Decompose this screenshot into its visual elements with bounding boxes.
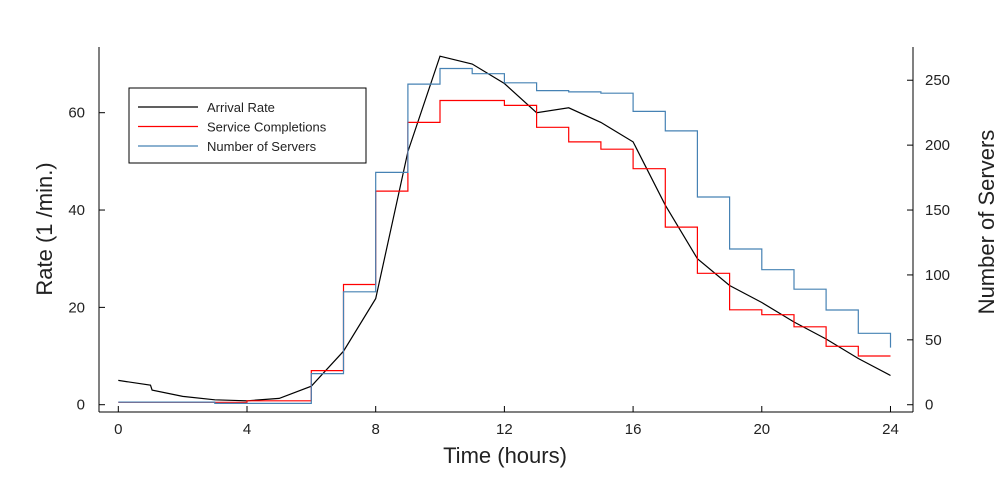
x-axis-title: Time (hours): [443, 443, 567, 468]
series-layer: [118, 55, 892, 404]
series-line-number-of-servers: [118, 67, 892, 404]
y-tick-label: 0: [77, 397, 85, 414]
x-axis: 0 4 8 12 16 20 24: [114, 406, 899, 438]
plot-frame: [98, 47, 914, 413]
y-axis-right: 0 50 100 150 200 250: [907, 72, 950, 414]
y-tick-label: 40: [68, 202, 85, 219]
x-tick-label: 0: [114, 421, 122, 438]
y-tick-label: 20: [68, 299, 85, 316]
legend-label-arrival-rate: Arrival Rate: [207, 100, 275, 115]
legend-label-service-completions: Service Completions: [207, 120, 327, 135]
y2-tick-label: 200: [925, 137, 950, 154]
y2-tick-label: 150: [925, 202, 950, 219]
x-tick-label: 20: [753, 421, 770, 438]
y-tick-label: 60: [68, 105, 85, 122]
legend: Arrival Rate Service Completions Number of…: [128, 87, 367, 164]
x-tick-label: 4: [243, 421, 251, 438]
y2-tick-label: 50: [925, 332, 942, 349]
y-axis-left: 0 20 40 60: [68, 105, 105, 414]
x-tick-label: 16: [625, 421, 642, 438]
y-axis-title: Rate (1 /min.): [32, 162, 57, 295]
y2-tick-label: 250: [925, 72, 950, 89]
x-tick-label: 12: [496, 421, 513, 438]
y2-tick-label: 100: [925, 267, 950, 284]
legend-label-number-of-servers: Number of Servers: [207, 139, 317, 154]
x-tick-label: 8: [372, 421, 380, 438]
legend-box: [128, 87, 367, 164]
x-tick-label: 24: [882, 421, 899, 438]
y2-tick-label: 0: [925, 397, 933, 414]
y2-axis-title: Number of Servers: [974, 130, 999, 315]
